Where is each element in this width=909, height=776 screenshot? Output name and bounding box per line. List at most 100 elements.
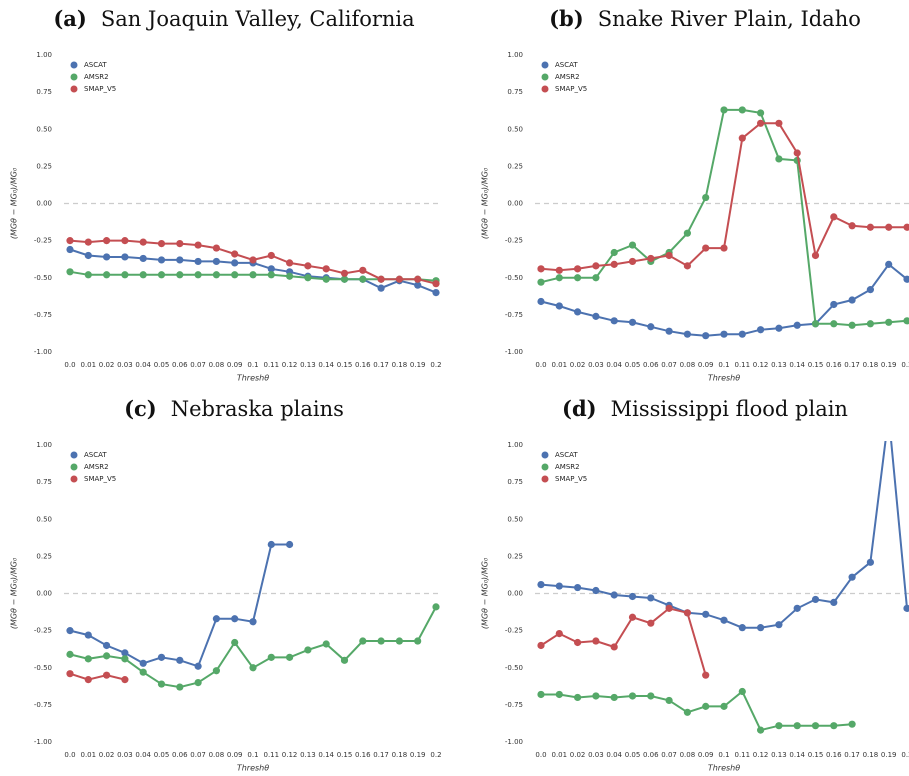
data-point	[647, 594, 655, 602]
data-point	[647, 254, 655, 263]
x-tick-label: 0.12	[282, 751, 298, 759]
data-point	[304, 646, 312, 654]
data-point	[555, 629, 563, 638]
x-tick-label: 0.01	[552, 751, 568, 759]
data-point	[249, 271, 257, 279]
data-point	[286, 272, 294, 280]
y-tick-label: 1.00	[36, 51, 52, 59]
x-tick-label: 0.2	[430, 751, 441, 759]
x-tick-label: 0.2	[901, 361, 909, 369]
data-point	[720, 244, 728, 252]
x-tick-label: 0.16	[826, 751, 842, 759]
series-line	[541, 689, 853, 732]
data-point	[432, 603, 440, 611]
y-axis-label: (MGθ − MG₀)/MG₀	[481, 167, 490, 239]
data-point	[574, 308, 582, 316]
legend-label: AMSR2	[555, 463, 580, 471]
legend-label: AMSR2	[84, 73, 109, 81]
data-point	[537, 265, 545, 273]
x-tick-label: 0.05	[625, 751, 641, 759]
legend-label: SMAP_V5	[84, 475, 116, 483]
x-tick-label: 0.18	[392, 361, 408, 369]
data-point	[757, 326, 765, 334]
data-point	[286, 653, 294, 661]
panel: (b) Snake River Plain, Idaho 1.00 0.75 0.50 0…	[481, 6, 909, 383]
x-tick-label: 0.0	[535, 361, 546, 369]
x-tick-label: 0.02	[99, 361, 115, 369]
data-point	[628, 257, 637, 266]
y-tick-label: -1.00	[505, 348, 523, 356]
legend-label: AMSR2	[555, 73, 580, 81]
legend-label: AMSR2	[84, 463, 109, 471]
data-point	[359, 637, 367, 645]
data-point	[66, 245, 74, 254]
title-text: Mississippi flood plain	[611, 397, 848, 421]
panel: (a) San Joaquin Valley, California 1.00 0.7…	[10, 6, 442, 383]
x-tick-label: 0.19	[410, 751, 426, 759]
x-tick-label: 0.02	[570, 751, 586, 759]
data-point	[359, 266, 367, 274]
data-point	[176, 239, 184, 248]
data-point	[793, 149, 801, 157]
data-point	[121, 253, 129, 261]
x-tick-label: 0.0	[535, 751, 546, 759]
x-tick-label: 0.11	[735, 361, 751, 369]
panel-title: (b) Snake River Plain, Idaho	[549, 6, 861, 31]
data-point	[775, 155, 783, 163]
data-point	[775, 722, 783, 730]
x-tick-label: 0.19	[881, 361, 897, 369]
y-tick-label: -0.25	[505, 237, 523, 245]
data-point	[157, 271, 166, 279]
data-point	[647, 323, 655, 331]
data-point	[775, 119, 783, 127]
y-tick-label: 0.50	[36, 515, 52, 523]
x-tick-label: 0.08	[680, 751, 696, 759]
y-tick-label: 1.00	[507, 441, 523, 449]
data-point	[537, 580, 545, 589]
legend-label: SMAP_V5	[555, 475, 587, 483]
data-point	[432, 280, 440, 288]
data-point	[194, 662, 202, 670]
panel: (d) Mississippi flood plain 1.00 0.75 0.50 0.…	[481, 396, 909, 773]
x-tick-label: 0.14	[318, 361, 334, 369]
data-point	[866, 558, 875, 566]
data-point	[720, 616, 728, 624]
data-point	[84, 655, 92, 663]
x-tick-label: 0.13	[771, 361, 787, 369]
legend-marker	[541, 451, 549, 459]
y-tick-label: 0.00	[507, 590, 523, 598]
data-point	[121, 271, 129, 279]
legend-marker	[541, 73, 549, 81]
x-axis-label: Threshθ	[237, 764, 269, 773]
data-point	[683, 229, 692, 237]
data-point	[738, 106, 746, 114]
data-point	[103, 253, 111, 261]
data-point	[757, 119, 765, 127]
data-point	[683, 262, 692, 270]
data-point	[249, 664, 257, 672]
panel-label: (c)	[124, 396, 157, 421]
x-tick-label: 0.08	[209, 751, 225, 759]
data-point	[84, 676, 92, 684]
series-line	[540, 607, 707, 676]
data-point	[738, 330, 746, 338]
x-tick-label: 0.15	[808, 361, 824, 369]
data-point	[885, 318, 893, 326]
data-point	[249, 256, 257, 264]
data-point	[139, 668, 147, 676]
legend-marker	[70, 61, 78, 69]
data-point	[359, 275, 367, 283]
data-point	[665, 604, 673, 612]
data-point	[811, 722, 820, 730]
data-point	[628, 613, 637, 621]
data-point	[212, 271, 220, 279]
data-point	[84, 631, 92, 639]
y-tick-label: -0.25	[505, 627, 523, 635]
x-tick-label: 0.07	[661, 361, 677, 369]
legend-marker	[70, 73, 78, 81]
y-tick-label: 0.25	[36, 552, 52, 560]
y-tick-label: -0.50	[34, 274, 52, 282]
y-tick-label: 0.00	[36, 590, 52, 598]
x-tick-label: 0.19	[410, 361, 426, 369]
x-tick-label: 0.17	[844, 751, 860, 759]
